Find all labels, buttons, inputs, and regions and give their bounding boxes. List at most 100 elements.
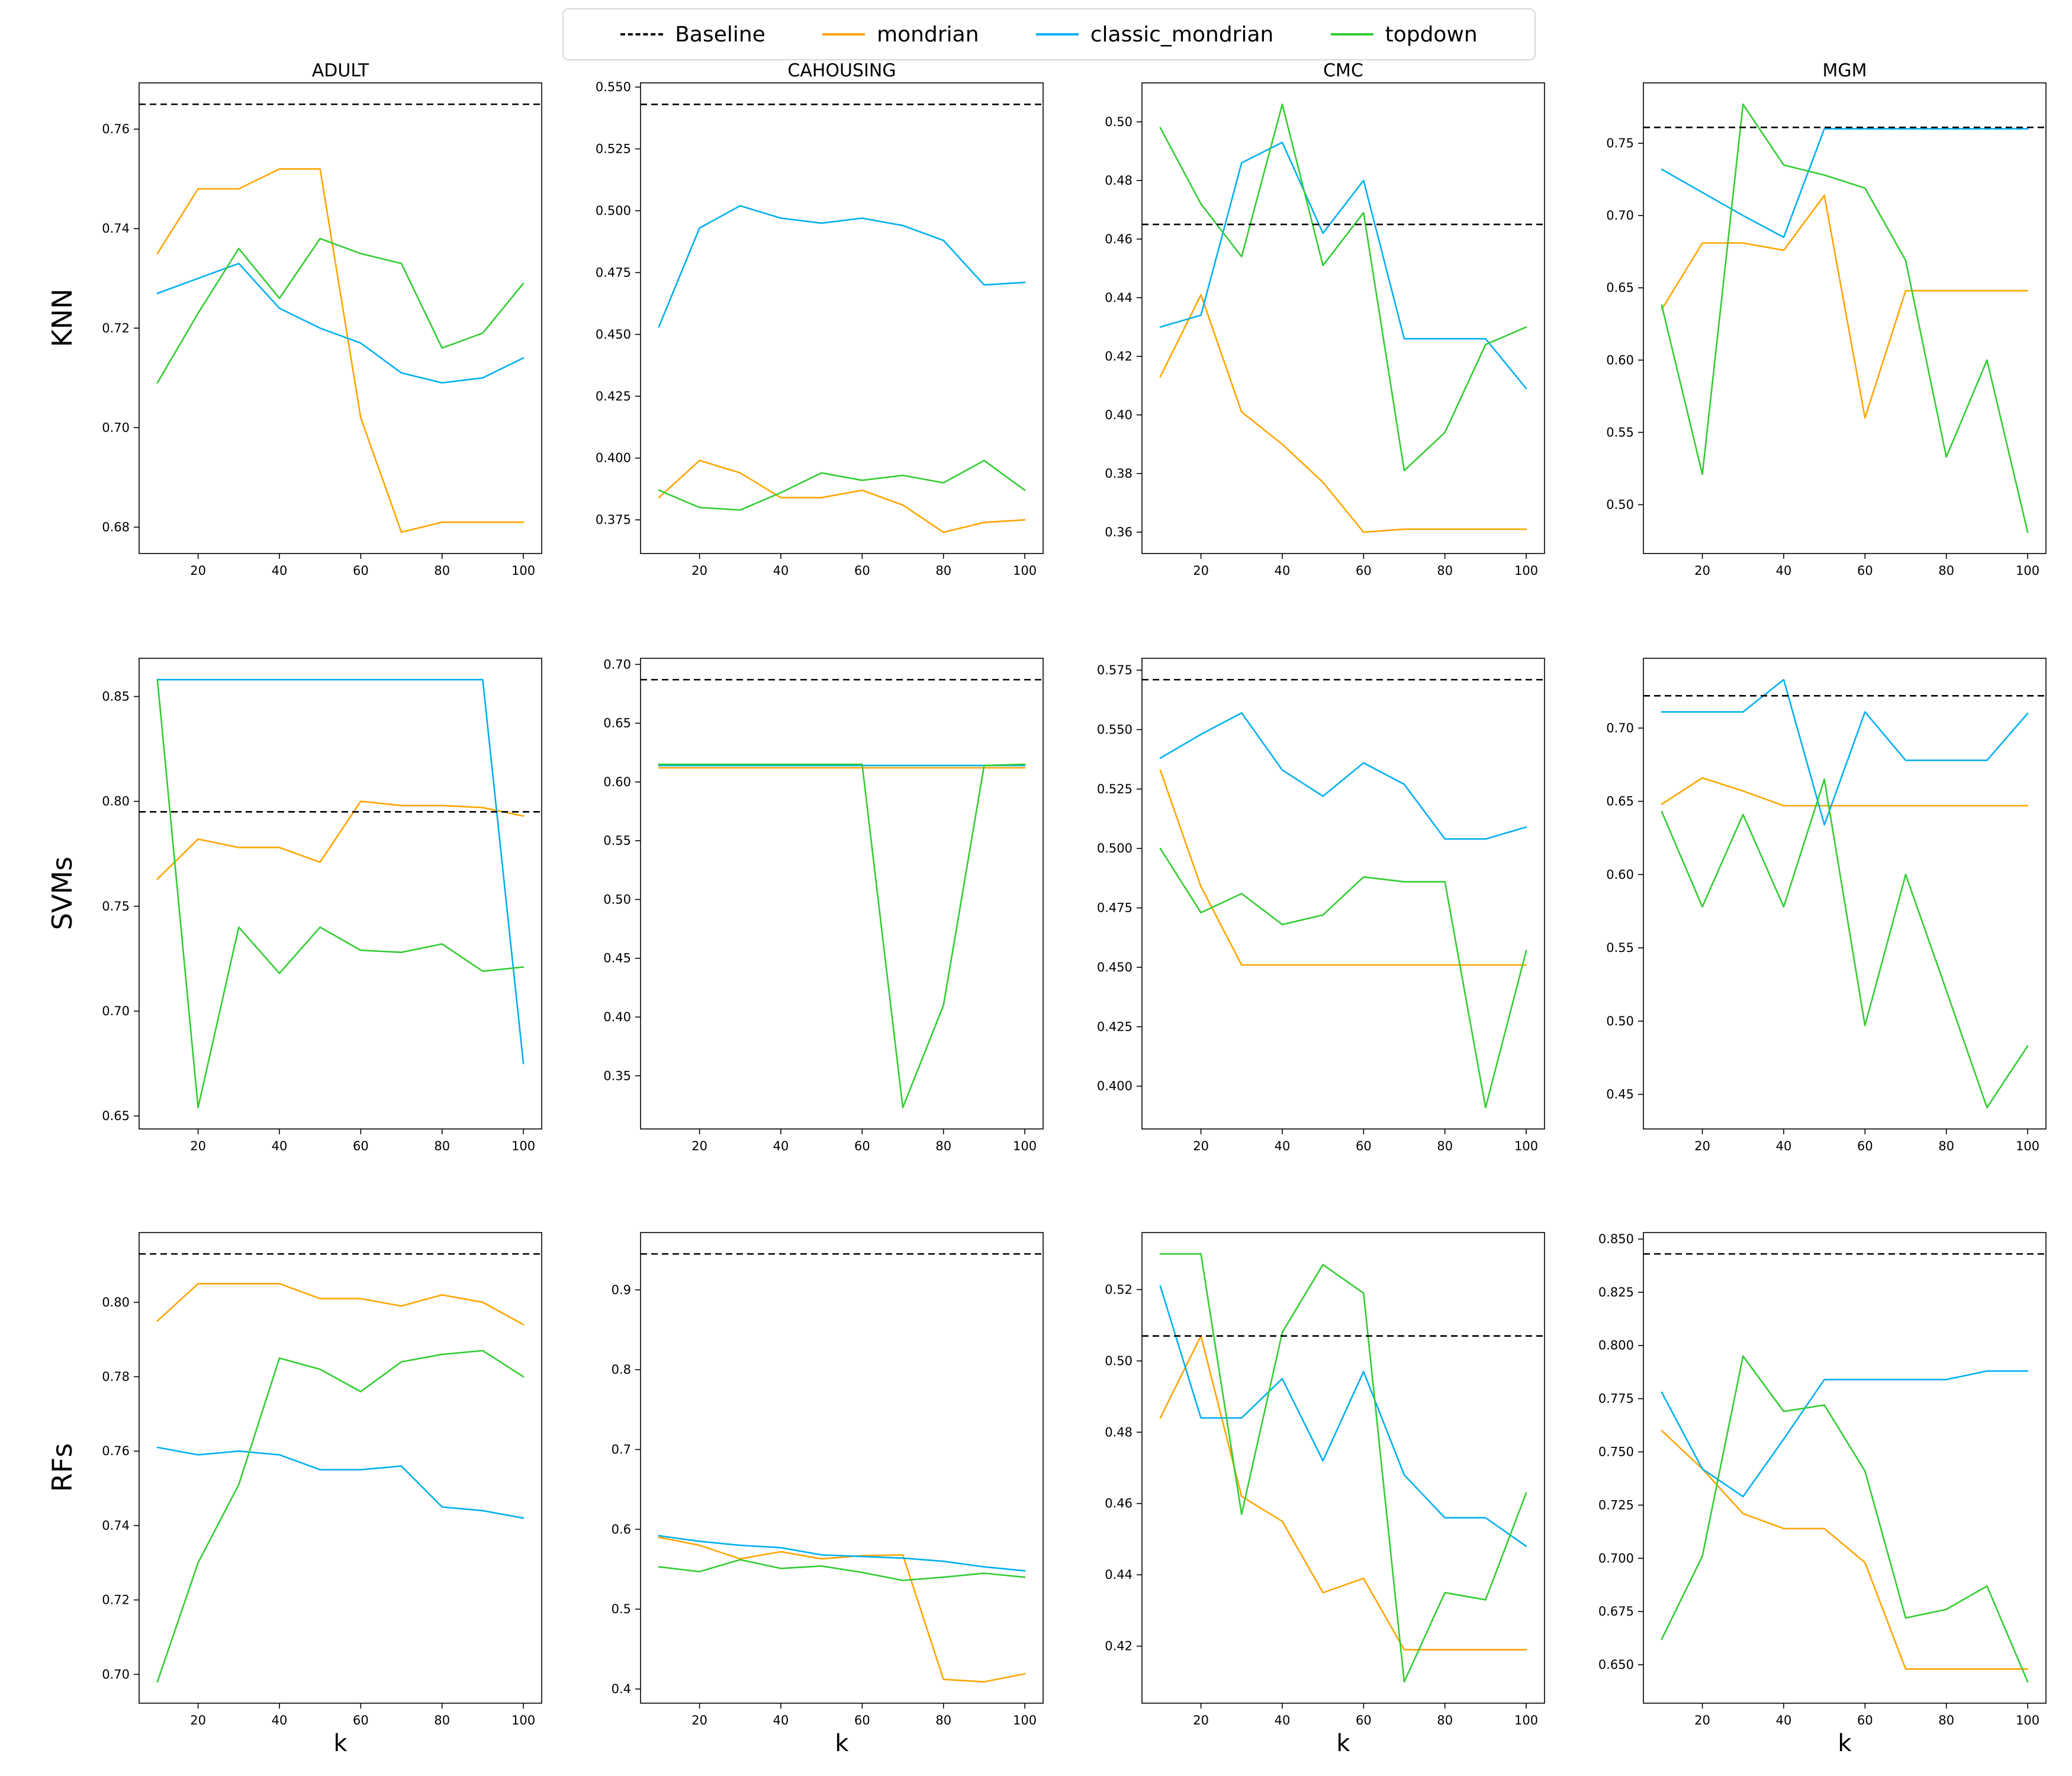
y-tick-label: 0.78: [102, 1370, 130, 1384]
y-tick-label: 0.500: [596, 204, 631, 218]
x-tick-label: 20: [1694, 564, 1710, 578]
axes-frame: [1141, 658, 1545, 1130]
y-tick-label: 0.700: [1598, 1551, 1634, 1565]
chart-KNN-CMC: 20 40 60 80 100 0.36 0.38 0.40 0.42 0.44 0.46 0.48 0…: [1105, 82, 1545, 578]
x-tick-label: 80: [434, 1713, 450, 1727]
x-tick-label: 80: [935, 1139, 951, 1153]
panel-svms-mgm: 20 40 60 80 100 0.45 0.50 0.55 0.60 0.65 0.70: [1606, 658, 2047, 1153]
row-label-rfs: RFs: [46, 1443, 78, 1492]
axes-frame: [139, 82, 542, 554]
y-tick-label: 0.72: [102, 321, 130, 335]
y-tick-label: 0.425: [596, 389, 631, 403]
x-tick-label: 40: [1275, 564, 1291, 578]
x-tick-label: 40: [773, 1713, 789, 1727]
y-tick-label: 0.52: [1105, 1282, 1132, 1296]
y-tick-label: 0.5: [612, 1602, 631, 1616]
x-tick-label: 80: [1437, 564, 1453, 578]
x-tick-label: 40: [272, 1713, 288, 1727]
y-tick-label: 0.450: [1097, 960, 1132, 974]
y-tick-label: 0.70: [102, 420, 130, 435]
column-title-mgm: MGM: [1822, 60, 1867, 81]
x-tick-label: 80: [1938, 1713, 1954, 1727]
y-tick-label: 0.75: [102, 899, 130, 913]
series-line-mondrian: [658, 1536, 1026, 1683]
series-line-mondrian: [658, 459, 1026, 533]
x-tick-label: 60: [854, 1713, 870, 1727]
y-tick-label: 0.55: [1606, 941, 1634, 955]
series-line-topdown: [1661, 103, 2029, 533]
x-tick-label: 100: [511, 564, 535, 578]
y-tick-label: 0.550: [1097, 722, 1132, 736]
x-tick-label: 60: [353, 564, 369, 578]
chart-SVMs-MGM: 20 40 60 80 100 0.45 0.50 0.55 0.60 0.65 0.70: [1606, 658, 2047, 1153]
x-tick-label: 20: [1193, 564, 1209, 578]
axes-frame: [139, 1232, 542, 1704]
y-tick-label: 0.7: [612, 1442, 631, 1456]
x-tick-label: 100: [1013, 1139, 1037, 1153]
y-tick-label: 0.68: [102, 520, 130, 534]
x-tick-label: 60: [353, 1713, 369, 1727]
series-line-classic_mondrian: [658, 205, 1026, 328]
chart-SVMs-CMC: 20 40 60 80 100 0.400 0.425 0.450 0.475 0.500 0.52…: [1097, 658, 1545, 1153]
y-tick-label: 0.375: [596, 513, 631, 527]
x-tick-label: 60: [1857, 564, 1873, 578]
x-tick-label: 60: [353, 1139, 369, 1153]
series-line-topdown: [1159, 847, 1527, 1109]
x-tick-label: 20: [1694, 1713, 1710, 1727]
x-tick-label: 60: [1356, 564, 1372, 578]
chart-SVMs-CAHOUSING: 20 40 60 80 100 0.35 0.40 0.45 0.50 0.55 0.60 0.65 0…: [603, 657, 1044, 1153]
chart-KNN-CAHOUSING: 20 40 60 80 100 0.375 0.400 0.425 0.450 0.475 0.50…: [596, 80, 1044, 578]
panel-rfs-cmc: 20 40 60 80 100 0.42 0.44 0.46 0.48 0.50 0.52: [1105, 1232, 1545, 1727]
y-tick-label: 0.50: [1606, 497, 1634, 511]
y-tick-label: 0.45: [1606, 1088, 1634, 1102]
row-label-svms: SVMs: [46, 856, 78, 931]
chart-KNN-ADULT: 20 40 60 80 100 0.68 0.70 0.72 0.74 0.76: [102, 82, 542, 578]
y-tick-label: 0.50: [1606, 1014, 1634, 1028]
x-tick-label: 40: [1776, 1713, 1792, 1727]
y-tick-label: 0.65: [603, 716, 631, 731]
chart-RFs-CMC: 20 40 60 80 100 0.42 0.44 0.46 0.48 0.50 0.52: [1105, 1232, 1545, 1727]
series-line-mondrian: [156, 1283, 525, 1325]
y-tick-label: 0.6: [612, 1522, 631, 1536]
x-tick-label: 80: [434, 564, 450, 578]
legend-label-topdown: topdown: [1385, 22, 1478, 47]
panel-svms-cahousing: 20 40 60 80 100 0.35 0.40 0.45 0.50 0.55 0.60 0.65 0…: [603, 657, 1044, 1153]
series-line-mondrian: [1661, 1430, 2029, 1670]
x-tick-label: 40: [1776, 1139, 1792, 1153]
y-tick-label: 0.70: [102, 1004, 130, 1018]
topdown-line-sample-icon: [1330, 33, 1373, 36]
y-tick-label: 0.60: [603, 775, 631, 789]
legend-item-topdown: topdown: [1330, 22, 1478, 47]
y-tick-label: 0.850: [1598, 1232, 1634, 1246]
series-line-classic_mondrian: [156, 262, 525, 384]
series-line-classic_mondrian: [1159, 1285, 1527, 1547]
y-tick-label: 0.65: [1606, 794, 1634, 809]
chart-KNN-MGM: 20 40 60 80 100 0.50 0.55 0.60 0.65 0.70 0.75: [1606, 82, 2047, 578]
x-tick-label: 60: [854, 564, 870, 578]
y-tick-label: 0.825: [1598, 1285, 1634, 1299]
y-tick-label: 0.575: [1097, 663, 1132, 677]
x-tick-label: 20: [190, 564, 206, 578]
x-tick-label: 40: [773, 564, 789, 578]
legend-label-mondrian: mondrian: [877, 22, 979, 47]
y-tick-label: 0.40: [603, 1010, 631, 1024]
y-tick-label: 0.46: [1105, 232, 1132, 246]
y-tick-label: 0.50: [1105, 115, 1132, 129]
y-tick-label: 0.70: [102, 1667, 130, 1681]
panel-knn-cahousing: 20 40 60 80 100 0.375 0.400 0.425 0.450 0.475 0.50…: [596, 80, 1044, 578]
series-line-mondrian: [1661, 194, 2029, 419]
x-axis-label-mgm: k: [1838, 1730, 1852, 1757]
x-tick-label: 100: [2016, 564, 2039, 578]
x-tick-label: 20: [1193, 1139, 1209, 1153]
panel-knn-adult: 20 40 60 80 100 0.68 0.70 0.72 0.74 0.76: [102, 82, 542, 578]
x-tick-label: 80: [434, 1139, 450, 1153]
legend-label-classic-mondrian: classic_mondrian: [1090, 22, 1274, 47]
column-title-cmc: CMC: [1323, 60, 1363, 81]
chart-RFs-ADULT: 20 40 60 80 100 0.70 0.72 0.74 0.76 0.78 0.80: [102, 1232, 542, 1727]
y-tick-label: 0.450: [596, 327, 631, 342]
x-axis-label-cmc: k: [1336, 1730, 1350, 1757]
legend-item-baseline: Baseline: [620, 22, 765, 47]
y-tick-label: 0.80: [102, 1295, 130, 1310]
y-tick-label: 0.650: [1598, 1658, 1634, 1672]
